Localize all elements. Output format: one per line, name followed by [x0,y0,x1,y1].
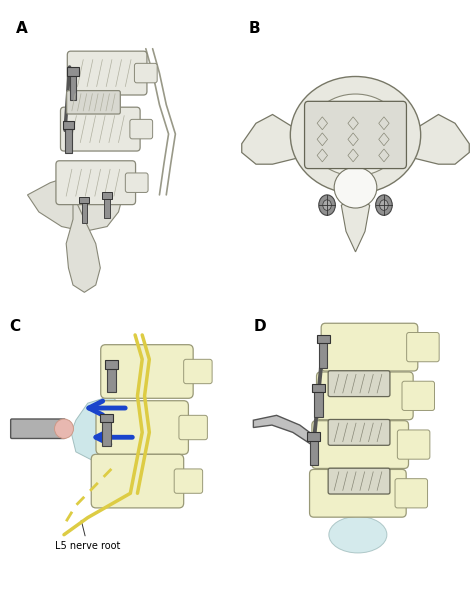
Bar [100,414,113,422]
Ellipse shape [290,77,421,194]
Bar [312,384,325,392]
Circle shape [380,200,388,210]
Ellipse shape [334,167,377,208]
FancyBboxPatch shape [184,359,212,384]
Ellipse shape [55,419,73,438]
FancyBboxPatch shape [91,454,184,508]
Polygon shape [242,114,303,164]
Polygon shape [71,396,123,462]
FancyBboxPatch shape [10,419,65,438]
FancyBboxPatch shape [397,430,430,459]
FancyBboxPatch shape [130,119,153,139]
FancyBboxPatch shape [67,51,147,95]
Bar [319,341,327,368]
Circle shape [323,200,331,210]
Bar [102,192,112,199]
FancyBboxPatch shape [100,345,193,398]
Bar [104,196,110,218]
Polygon shape [66,195,100,292]
FancyBboxPatch shape [125,173,148,192]
FancyBboxPatch shape [135,63,157,83]
Text: B: B [249,21,261,36]
Bar [82,201,87,223]
Circle shape [319,195,336,216]
Bar [65,124,72,153]
Ellipse shape [308,94,403,176]
FancyBboxPatch shape [61,107,140,151]
Polygon shape [341,199,370,252]
FancyBboxPatch shape [179,415,208,440]
Ellipse shape [329,516,387,553]
FancyBboxPatch shape [328,468,390,494]
FancyBboxPatch shape [174,469,203,493]
Bar [79,197,90,203]
Circle shape [375,195,392,216]
FancyBboxPatch shape [317,372,413,420]
Text: D: D [253,319,266,334]
FancyBboxPatch shape [96,401,189,454]
FancyBboxPatch shape [56,161,136,205]
Bar [317,335,329,343]
FancyBboxPatch shape [402,381,435,410]
Bar [70,71,76,100]
FancyBboxPatch shape [67,91,120,114]
Text: C: C [9,319,20,334]
FancyBboxPatch shape [395,479,428,508]
FancyBboxPatch shape [310,470,406,517]
Bar [310,438,318,465]
Bar [314,390,323,417]
Polygon shape [27,171,123,231]
Text: A: A [16,21,28,36]
Bar [102,419,111,446]
Bar [105,360,118,368]
Bar [307,432,320,441]
Bar [63,121,74,129]
FancyBboxPatch shape [312,421,409,468]
Polygon shape [253,415,316,445]
FancyBboxPatch shape [328,420,390,445]
Bar [107,365,116,392]
FancyBboxPatch shape [321,323,418,371]
Text: L5 nerve root: L5 nerve root [55,520,120,551]
FancyBboxPatch shape [328,371,390,396]
Polygon shape [408,114,469,164]
FancyBboxPatch shape [304,101,407,169]
FancyBboxPatch shape [407,333,439,362]
Bar [67,67,79,76]
